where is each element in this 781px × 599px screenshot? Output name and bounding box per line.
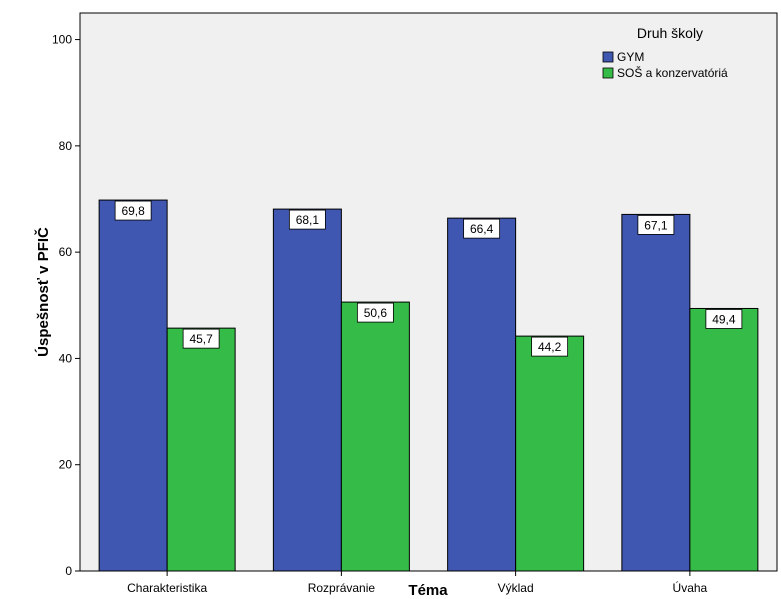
y-tick-label: 20 <box>59 458 73 472</box>
legend: Druh školy GYM SOŠ a konzervatóriá <box>602 25 728 80</box>
x-tick-label: Výklad <box>498 581 534 595</box>
y-tick-label: 40 <box>59 351 73 365</box>
data-label-box <box>356 302 394 323</box>
data-label-box <box>531 336 569 357</box>
x-tick-label: Charakteristika <box>127 581 207 595</box>
data-label-box <box>637 215 675 235</box>
y-tick-label: 60 <box>59 245 73 259</box>
bar-sos <box>340 301 410 572</box>
data-label-box <box>463 218 501 239</box>
data-label: 69,8 <box>121 204 145 218</box>
bar-gym <box>272 208 342 572</box>
bar-sos <box>689 307 759 572</box>
x-tick-label: Úvaha <box>673 580 708 595</box>
bar-sos <box>515 335 585 572</box>
legend-label-sos: SOŠ a konzervatóriá <box>617 65 728 80</box>
data-label: 67,1 <box>644 218 668 232</box>
data-label: 68,1 <box>296 213 320 227</box>
y-axis: 0 20 40 60 80 100 <box>52 33 80 578</box>
legend-swatch-gym <box>602 51 614 63</box>
data-label: 50,6 <box>364 306 388 320</box>
data-label: 44,2 <box>538 340 562 354</box>
legend-title: Druh školy <box>637 25 703 41</box>
y-tick-label: 100 <box>52 33 72 47</box>
y-tick-label: 80 <box>59 139 73 153</box>
x-tick-label: Rozprávanie <box>308 581 376 595</box>
legend-label-gym: GYM <box>617 50 644 64</box>
x-axis-title: Téma <box>408 582 448 599</box>
data-label-box <box>288 209 326 230</box>
data-label: 66,4 <box>470 222 494 236</box>
y-axis-title: Úspešnosť v PFIČ <box>34 227 52 357</box>
data-label: 49,4 <box>712 312 736 326</box>
y-tick-label: 0 <box>65 564 72 578</box>
data-label-box <box>705 309 743 329</box>
data-label-box <box>114 200 152 221</box>
bar-sos <box>166 327 236 572</box>
data-label-box <box>182 328 220 349</box>
legend-swatch-sos <box>602 67 614 79</box>
data-label: 45,7 <box>189 332 213 346</box>
bars: 69,8 45,7 68,1 50,6 66,4 44,2 67,1 49,4 <box>98 199 759 572</box>
bar-gym <box>98 199 168 572</box>
bar-gym <box>447 217 517 572</box>
bar-gym <box>621 213 691 572</box>
x-axis: Charakteristika Rozprávanie Výklad Úvaha <box>127 571 708 595</box>
